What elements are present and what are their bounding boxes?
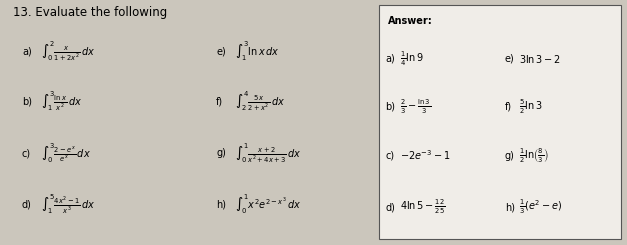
Text: Answer:: Answer: (387, 16, 432, 26)
Text: h): h) (505, 202, 515, 212)
Text: f): f) (505, 102, 512, 111)
FancyBboxPatch shape (379, 5, 621, 239)
Text: a): a) (386, 54, 396, 64)
Text: a): a) (22, 47, 32, 56)
Text: $3\ln 3 - 2$: $3\ln 3 - 2$ (519, 53, 561, 65)
Text: $\frac{5}{2}\ln 3$: $\frac{5}{2}\ln 3$ (519, 98, 542, 116)
Text: d): d) (386, 202, 396, 212)
Text: $\frac{1}{2}\ln\!\left(\frac{8}{3}\right)$: $\frac{1}{2}\ln\!\left(\frac{8}{3}\right… (519, 147, 549, 165)
Text: 13. Evaluate the following: 13. Evaluate the following (13, 6, 167, 19)
Text: c): c) (22, 148, 31, 158)
Text: $\int_0^3 \frac{2-e^x}{e^x}\,dx$: $\int_0^3 \frac{2-e^x}{e^x}\,dx$ (41, 141, 91, 165)
Text: $\int_0^1 x^2 e^{2-x^3}\,dx$: $\int_0^1 x^2 e^{2-x^3}\,dx$ (235, 193, 302, 216)
Text: $\int_0^1 \frac{x+2}{x^2+4x+3}\,dx$: $\int_0^1 \frac{x+2}{x^2+4x+3}\,dx$ (235, 141, 302, 165)
Text: g): g) (505, 151, 515, 160)
Text: e): e) (505, 54, 515, 64)
Text: $\int_1^3 \ln x\,dx$: $\int_1^3 \ln x\,dx$ (235, 40, 280, 63)
Text: $-2e^{-3}-1$: $-2e^{-3}-1$ (400, 149, 450, 162)
Text: e): e) (216, 47, 226, 56)
Text: $4\ln 5 - \frac{12}{25}$: $4\ln 5 - \frac{12}{25}$ (400, 198, 446, 216)
Text: h): h) (216, 200, 226, 209)
Text: b): b) (22, 97, 32, 107)
Text: d): d) (22, 200, 32, 209)
Text: $\int_0^2 \frac{x}{1+2x^2}\,dx$: $\int_0^2 \frac{x}{1+2x^2}\,dx$ (41, 40, 95, 63)
Text: f): f) (216, 97, 223, 107)
Text: $\int_1^3 \frac{\ln x}{x^2}\,dx$: $\int_1^3 \frac{\ln x}{x^2}\,dx$ (41, 90, 82, 113)
Text: g): g) (216, 148, 226, 158)
Text: c): c) (386, 151, 395, 160)
Text: $\frac{2}{3} - \frac{\ln 3}{3}$: $\frac{2}{3} - \frac{\ln 3}{3}$ (400, 98, 431, 116)
Text: $\frac{1}{3}(e^2 - e)$: $\frac{1}{3}(e^2 - e)$ (519, 198, 562, 216)
Text: b): b) (386, 102, 396, 111)
Text: $\int_1^5 \frac{4x^2-1}{x^3}\,dx$: $\int_1^5 \frac{4x^2-1}{x^3}\,dx$ (41, 193, 95, 216)
Text: $\frac{1}{4}\ln 9$: $\frac{1}{4}\ln 9$ (400, 50, 424, 68)
Text: $\int_2^4 \frac{5x}{2+x^2}\,dx$: $\int_2^4 \frac{5x}{2+x^2}\,dx$ (235, 90, 285, 113)
